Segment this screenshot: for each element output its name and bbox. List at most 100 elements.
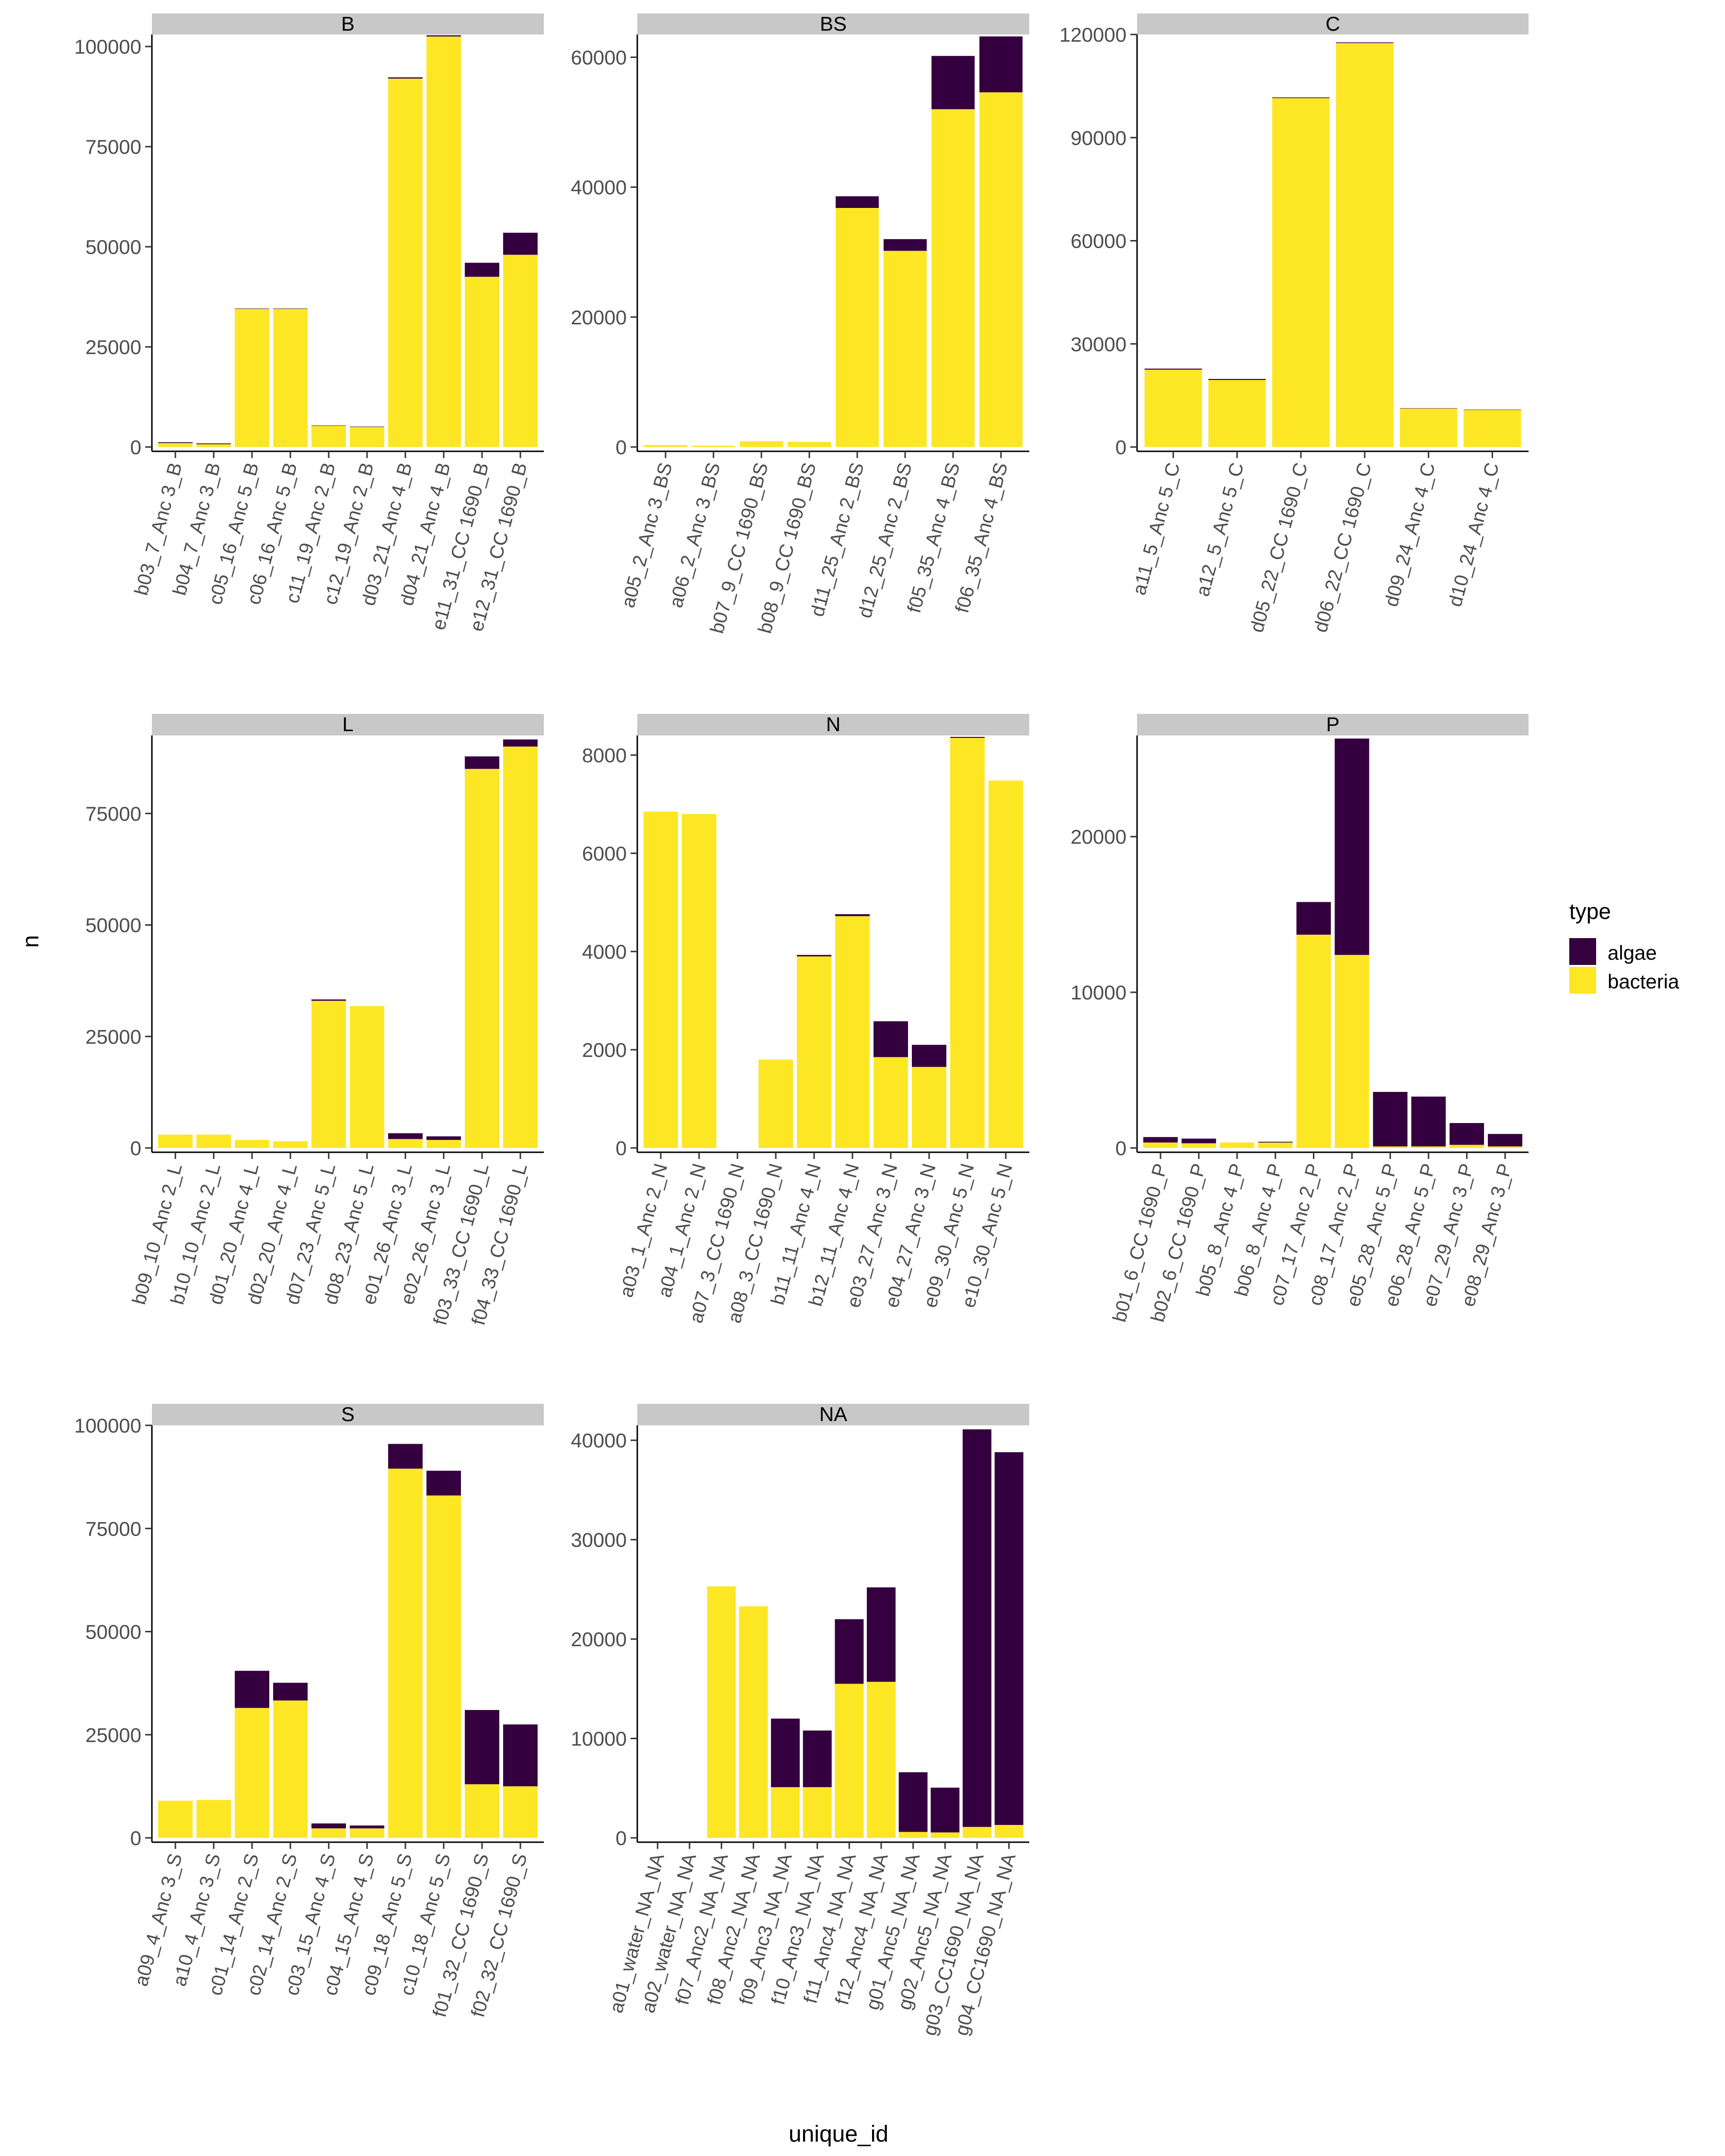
y-tick-label: 20000 xyxy=(1070,826,1127,848)
bar-algae xyxy=(465,756,499,769)
y-tick-label: 0 xyxy=(1116,1137,1127,1159)
bar-algae xyxy=(350,426,384,427)
bar-bacteria xyxy=(465,1784,499,1838)
legend-label-algae: algae xyxy=(1608,941,1657,964)
x-tick-label: f05_35_Anc 4_BS xyxy=(904,460,964,615)
y-tick-label: 120000 xyxy=(1059,23,1127,46)
y-tick-label: 50000 xyxy=(85,1621,141,1643)
legend-title: type xyxy=(1569,899,1611,924)
bar-bacteria xyxy=(465,276,499,447)
bar-bacteria xyxy=(759,1059,793,1148)
bar-algae xyxy=(158,442,193,443)
y-tick-label: 20000 xyxy=(571,306,627,329)
bar-algae xyxy=(311,425,346,426)
bar-algae xyxy=(867,1587,896,1682)
bar-bacteria xyxy=(1219,1142,1254,1148)
y-tick-label: 0 xyxy=(130,1827,141,1849)
legend-label-bacteria: bacteria xyxy=(1608,970,1679,993)
bar-algae xyxy=(912,1044,946,1067)
bar-algae xyxy=(932,56,975,109)
bar-algae xyxy=(835,1619,864,1684)
bar-bacteria xyxy=(797,956,831,1148)
bar-algae xyxy=(1334,738,1369,955)
bar-bacteria xyxy=(1411,1146,1446,1148)
bar-bacteria xyxy=(426,36,461,447)
bar-algae xyxy=(311,1823,346,1829)
y-tick-label: 0 xyxy=(616,1137,627,1159)
panel-bs: BS 0 20000 40000 60000 a05_2_Anc 3_BSa06_2_An… xyxy=(571,12,1029,636)
facet-strip xyxy=(1137,13,1529,34)
y-tick-label: 100000 xyxy=(74,1414,141,1437)
y-axis-label: n xyxy=(18,935,44,948)
bar-bacteria xyxy=(311,425,346,447)
facet-title: B xyxy=(341,12,355,35)
bar-bacteria xyxy=(503,1786,538,1838)
bar-algae xyxy=(963,1429,991,1827)
bar-algae xyxy=(1400,408,1458,409)
y-tick-label: 6000 xyxy=(582,842,627,865)
bar-bacteria xyxy=(350,1828,384,1838)
y-tick-label: 0 xyxy=(130,1137,141,1159)
y-tick-label: 75000 xyxy=(85,803,141,825)
bar-bacteria xyxy=(158,1800,193,1838)
y-tick-label: 10000 xyxy=(1070,981,1127,1004)
panel-na: NA010000200003000040000a01_water_NA_NAa0… xyxy=(571,1403,1029,2038)
bar-bacteria xyxy=(682,814,716,1148)
bar-bacteria xyxy=(739,1606,768,1838)
x-tick-label: d11_25_Anc 2_BS xyxy=(807,460,868,619)
facet-title: N xyxy=(826,713,840,735)
facet-strip xyxy=(637,1404,1029,1425)
bar-bacteria xyxy=(465,768,499,1148)
bar-bacteria xyxy=(273,1141,308,1148)
bar-algae xyxy=(388,1444,423,1469)
bar-algae xyxy=(235,1671,269,1708)
facet-strip xyxy=(152,13,544,34)
bar-algae xyxy=(426,1136,461,1140)
bar-bacteria xyxy=(912,1067,946,1148)
bar-algae xyxy=(503,739,538,747)
y-tick-label: 4000 xyxy=(582,940,627,963)
facet-title: S xyxy=(341,1403,355,1425)
facet-title: C xyxy=(1325,12,1340,35)
bar-bacteria xyxy=(1181,1143,1216,1148)
bar-algae xyxy=(465,1710,499,1785)
bar-bacteria xyxy=(196,1135,231,1148)
bar-algae xyxy=(1373,1092,1408,1147)
bar-bacteria xyxy=(836,208,879,447)
y-tick-label: 0 xyxy=(130,436,141,459)
bar-bacteria xyxy=(867,1682,896,1838)
y-tick-label: 40000 xyxy=(571,176,627,199)
y-tick-label: 8000 xyxy=(582,744,627,767)
bar-algae xyxy=(797,955,831,957)
y-tick-label: 10000 xyxy=(571,1728,627,1750)
bar-algae xyxy=(874,1021,908,1057)
bar-bacteria xyxy=(196,1800,231,1838)
bar-algae xyxy=(196,443,231,445)
bar-algae xyxy=(994,1452,1024,1825)
facet-title: BS xyxy=(820,12,847,35)
y-tick-label: 0 xyxy=(616,1827,627,1849)
bar-bacteria xyxy=(707,1586,736,1838)
bar-algae xyxy=(803,1730,832,1788)
y-tick-label: 2000 xyxy=(582,1039,627,1061)
bar-algae xyxy=(1181,1138,1216,1144)
bar-bacteria xyxy=(963,1827,991,1838)
bar-bacteria xyxy=(273,1700,308,1838)
legend-key-bacteria xyxy=(1569,967,1596,994)
y-tick-label: 50000 xyxy=(85,914,141,937)
bar-algae xyxy=(311,999,346,1001)
y-tick-label: 0 xyxy=(1116,436,1127,459)
x-tick-label: d05_22_CC 1690_C xyxy=(1246,460,1312,635)
bar-algae xyxy=(771,1719,800,1788)
y-tick-label: 20000 xyxy=(571,1628,627,1651)
bar-algae xyxy=(898,1772,928,1832)
bar-algae xyxy=(1411,1096,1446,1147)
x-tick-label: d06_22_CC 1690_C xyxy=(1310,460,1376,635)
bar-bacteria xyxy=(350,427,384,447)
y-tick-label: 25000 xyxy=(85,1724,141,1746)
bar-algae xyxy=(273,1683,308,1701)
bar-bacteria xyxy=(426,1140,461,1148)
y-tick-label: 0 xyxy=(616,436,627,459)
